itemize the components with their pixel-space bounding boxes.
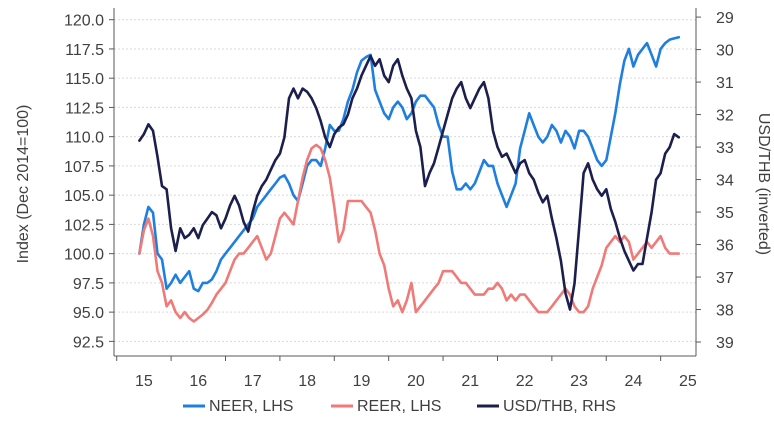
legend-label: USD/THB, RHS xyxy=(503,398,616,415)
x-tick-label: 24 xyxy=(625,373,643,390)
x-axis-ticks: 15 16 17 18 19 20 21 22 23 24 25 xyxy=(135,373,697,390)
right-tick-label: 36 xyxy=(716,238,734,255)
right-tick-label: 38 xyxy=(716,303,734,320)
right-tick-label: 39 xyxy=(716,335,734,352)
series-line-2 xyxy=(138,143,681,323)
left-tick-label: 120.0 xyxy=(64,13,104,30)
right-axis-ticks: 29 30 31 32 33 34 35 36 37 38 39 xyxy=(716,10,734,352)
left-axis-title: Index (Dec 2014=100) xyxy=(15,105,32,264)
left-tick-label: 117.5 xyxy=(65,42,104,59)
x-tick-label: 16 xyxy=(189,373,207,390)
left-tick-label: 107.5 xyxy=(64,159,104,176)
right-tick-label: 33 xyxy=(716,140,734,157)
right-tick-label: 35 xyxy=(716,205,734,222)
legend: NEER, LHS REER, LHS USD/THB, RHS xyxy=(183,398,616,415)
right-tick-label: 37 xyxy=(716,270,734,287)
x-tick-label: 21 xyxy=(461,373,479,390)
x-tick-label: 19 xyxy=(353,373,371,390)
left-tick-label: 95.0 xyxy=(73,305,104,322)
x-tick-label: 22 xyxy=(516,373,534,390)
series-line-3 xyxy=(138,54,681,311)
series-line-1 xyxy=(138,35,681,293)
x-tick-label: 25 xyxy=(679,373,697,390)
left-tick-label: 112.5 xyxy=(65,100,104,117)
left-tick-label: 110.0 xyxy=(65,130,104,147)
left-tick-label: 97.5 xyxy=(73,276,104,293)
x-tick-label: 17 xyxy=(244,373,262,390)
left-tick-label: 102.5 xyxy=(64,217,104,234)
x-tick-label: 15 xyxy=(135,373,153,390)
left-tick-label: 92.5 xyxy=(73,334,104,351)
right-tick-label: 34 xyxy=(716,173,734,190)
left-axis-ticks: 92.5 95.0 97.5 100.0 102.5 105.0 107.5 110.0 112… xyxy=(64,13,104,352)
x-tick-label: 18 xyxy=(298,373,316,390)
right-tick-label: 29 xyxy=(716,10,734,27)
left-tick-label: 115.0 xyxy=(65,71,104,88)
x-tick-label: 23 xyxy=(570,373,588,390)
left-tick-label: 105.0 xyxy=(64,188,104,205)
left-tick-label: 100.0 xyxy=(64,247,104,264)
axes xyxy=(109,8,701,361)
x-tick-label: 20 xyxy=(407,373,425,390)
series-layer xyxy=(138,35,681,323)
legend-label: REER, LHS xyxy=(357,398,441,415)
right-tick-label: 30 xyxy=(716,43,734,60)
right-tick-label: 31 xyxy=(716,75,734,92)
right-tick-label: 32 xyxy=(716,108,734,125)
gridlines xyxy=(114,19,696,342)
legend-label: NEER, LHS xyxy=(209,398,293,415)
right-axis-title: USD/THB (inverted) xyxy=(755,113,772,255)
